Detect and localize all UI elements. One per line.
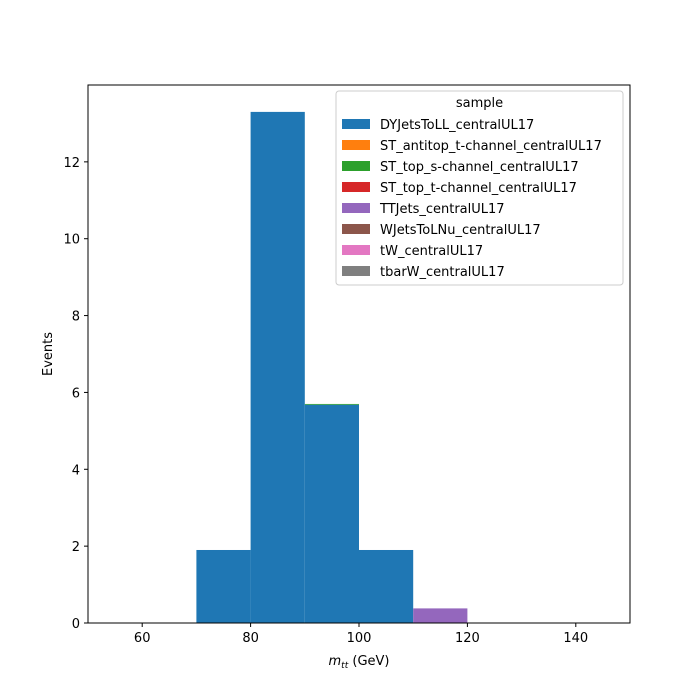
bar-DYJetsToLL_centralUL17-bin-3: [250, 111, 305, 624]
bar-DYJetsToLL_centralUL17-bin-5: [359, 549, 414, 623]
y-tick-label: 0: [72, 617, 80, 632]
legend-swatch: [342, 119, 370, 129]
y-tick-label: 6: [72, 386, 80, 401]
legend-swatch: [342, 224, 370, 234]
y-axis-label: Events: [41, 332, 56, 376]
x-axis-label-sub: tt: [341, 661, 349, 671]
x-tick-label: 60: [134, 631, 151, 646]
legend-swatch: [342, 161, 370, 171]
legend-box: [335, 90, 624, 286]
y-tick-label: 8: [72, 310, 80, 325]
legend-swatch: [342, 182, 370, 192]
bar-TTJets_centralUL17-bin-6: [413, 608, 468, 623]
x-axis-label-unit: (GeV): [348, 654, 389, 669]
x-tick-label: 120: [455, 631, 480, 646]
x-axis-ticks: 60 80 100 120 140: [134, 623, 588, 646]
x-axis-label: mtt (GeV): [329, 654, 390, 671]
y-tick-label: 2: [72, 540, 80, 555]
legend-entry-label: ST_top_t-channel_centralUL17: [380, 181, 577, 196]
y-axis-ticks: 0 2 4 6 8 10 12: [63, 156, 88, 632]
bar-ST_top_s-channel_centralUL17-bin-4: [304, 403, 359, 405]
bar-DYJetsToLL_centralUL17-bin-2: [196, 549, 251, 623]
legend-entry-label: ST_top_s-channel_centralUL17: [380, 160, 579, 175]
bars-layer: [196, 111, 468, 624]
y-tick-label: 10: [63, 233, 80, 248]
legend-entries: DYJetsToLL_centralUL17 ST_antitop_t-chann…: [342, 118, 602, 280]
legend: sample DYJetsToLL_centralUL17 ST_antitop_…: [335, 90, 624, 286]
legend-title: sample: [456, 96, 503, 111]
legend-swatch: [342, 140, 370, 150]
x-axis-label-main: m: [329, 654, 342, 669]
bar-DYJetsToLL_centralUL17-bin-4: [304, 404, 359, 623]
legend-entry-label: DYJetsToLL_centralUL17: [380, 118, 534, 133]
legend-swatch: [342, 245, 370, 255]
legend-entry-label: WJetsToLNu_centralUL17: [380, 223, 541, 238]
y-tick-label: 12: [63, 156, 80, 171]
legend-entry-label: tW_centralUL17: [380, 244, 483, 259]
legend-entry-label: tbarW_centralUL17: [380, 265, 505, 280]
legend-entry-label: TTJets_centralUL17: [379, 202, 505, 217]
x-tick-label: 80: [242, 631, 259, 646]
y-tick-label: 4: [72, 463, 80, 478]
legend-entry-label: ST_antitop_t-channel_centralUL17: [380, 139, 602, 154]
legend-swatch: [342, 203, 370, 213]
x-tick-label: 100: [347, 631, 372, 646]
legend-swatch: [342, 266, 370, 276]
x-tick-label: 140: [563, 631, 588, 646]
